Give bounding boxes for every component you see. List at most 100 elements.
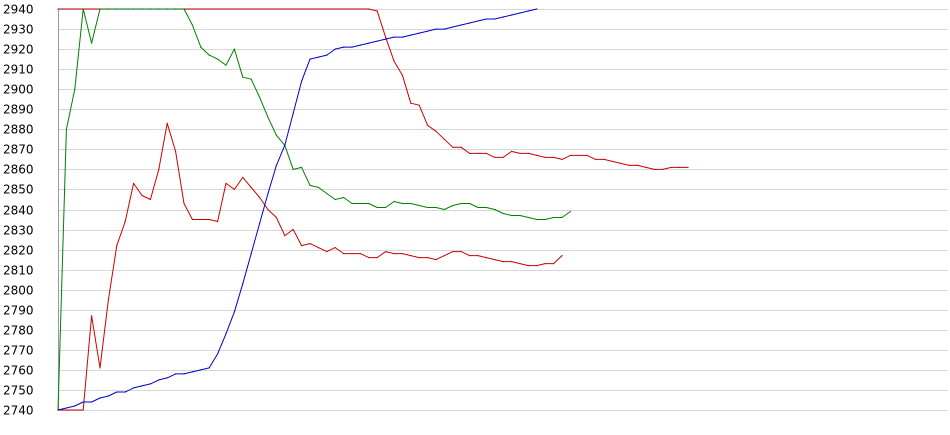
data-point: [569, 154, 572, 156]
data-point: [200, 46, 202, 48]
y-tick-label: 2940: [3, 3, 34, 17]
data-point: [502, 156, 504, 158]
data-point: [469, 202, 471, 205]
data-point: [82, 409, 84, 411]
data-point: [65, 8, 67, 10]
data-point: [116, 8, 118, 10]
y-tick-labels: 2740 2750 2760 2770 2780 2790 2800 2810 2820 2830…: [3, 3, 34, 418]
data-point: [141, 194, 143, 197]
data-point: [74, 409, 76, 411]
data-point: [544, 156, 546, 158]
data-point: [242, 8, 244, 10]
data-point: [275, 134, 277, 136]
data-point: [527, 152, 530, 154]
data-point: [502, 212, 504, 215]
data-point: [662, 168, 664, 170]
y-tick-label: 2900: [3, 83, 34, 97]
data-point: [250, 78, 252, 80]
data-point: [301, 245, 303, 247]
y-tick-label: 2780: [3, 324, 34, 338]
data-point: [99, 397, 101, 399]
data-point: [233, 48, 235, 50]
data-point: [469, 255, 471, 257]
data-point: [469, 22, 471, 24]
data-point: [124, 8, 126, 10]
data-point: [410, 102, 412, 104]
data-point: [200, 369, 202, 371]
data-point: [569, 210, 572, 213]
data-point: [527, 216, 530, 219]
data-point: [376, 10, 378, 12]
y-tick-label: 2820: [3, 244, 34, 258]
data-point: [670, 166, 672, 168]
data-point: [191, 8, 193, 10]
series-1: [57, 122, 563, 411]
data-point: [368, 8, 370, 10]
data-point: [401, 253, 403, 255]
data-point: [166, 122, 168, 124]
data-point: [158, 168, 160, 170]
data-point: [393, 200, 395, 203]
data-point: [385, 38, 387, 40]
data-point: [679, 166, 681, 168]
y-tick-label: 2870: [3, 143, 34, 157]
data-point: [242, 283, 244, 285]
data-point: [116, 245, 118, 247]
data-point: [175, 150, 177, 152]
data-point: [359, 253, 361, 255]
data-point: [82, 8, 84, 10]
data-point: [275, 164, 277, 166]
data-point: [250, 8, 252, 10]
data-point: [166, 377, 168, 379]
data-point: [91, 315, 93, 317]
series-layer: [57, 8, 689, 411]
data-point: [292, 228, 294, 231]
data-point: [91, 8, 93, 10]
data-point: [427, 124, 429, 126]
data-point: [687, 166, 689, 168]
data-point: [435, 206, 437, 209]
data-point: [183, 202, 185, 205]
data-point: [191, 24, 193, 26]
data-point: [553, 156, 555, 158]
data-point: [359, 202, 361, 205]
data-point: [460, 24, 462, 26]
data-point: [233, 188, 235, 190]
data-point: [267, 192, 269, 195]
data-point: [326, 54, 328, 56]
data-point: [191, 218, 193, 221]
data-point: [334, 48, 336, 50]
data-point: [494, 208, 496, 211]
data-point: [317, 247, 319, 249]
data-point: [376, 257, 378, 259]
data-point: [284, 235, 286, 237]
data-point: [166, 8, 168, 10]
data-point: [141, 385, 143, 387]
data-point: [351, 253, 353, 255]
y-tick-label: 2760: [3, 364, 34, 378]
data-point: [158, 379, 160, 381]
data-point: [511, 214, 513, 217]
y-tick-label: 2740: [3, 404, 34, 418]
data-point: [359, 44, 361, 46]
data-point: [191, 371, 193, 373]
data-point: [443, 255, 445, 257]
data-point: [158, 8, 160, 10]
data-point: [326, 8, 328, 10]
data-point: [141, 8, 143, 10]
data-point: [309, 243, 311, 245]
data-point: [359, 8, 361, 10]
data-point: [452, 204, 454, 207]
data-point: [452, 26, 454, 28]
data-point: [561, 158, 563, 160]
data-point: [233, 8, 235, 10]
data-point: [653, 168, 656, 170]
data-point: [494, 156, 496, 158]
data-point: [502, 261, 504, 263]
data-point: [527, 10, 530, 12]
data-point: [368, 202, 370, 205]
data-point: [536, 265, 538, 267]
data-point: [561, 255, 563, 257]
data-point: [292, 168, 294, 170]
